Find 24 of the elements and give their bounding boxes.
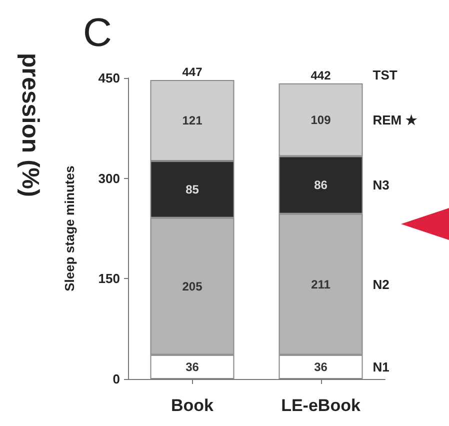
data-label: 109	[310, 112, 332, 127]
series-label: N3	[372, 178, 390, 193]
data-label: 36	[186, 360, 200, 374]
y-tick-label: 0	[112, 372, 120, 386]
x-tick-label: LE-eBook	[281, 396, 361, 415]
data-label: 121	[182, 113, 203, 128]
annotation: TST	[372, 67, 398, 82]
y-tick-label: 450	[98, 70, 120, 86]
series-label: N2	[372, 276, 390, 292]
data-label: 205	[182, 279, 203, 294]
data-label: 36	[314, 360, 328, 374]
x-tick-label: Book	[171, 396, 214, 415]
data-label: 211	[311, 277, 331, 292]
series-label: REM ★	[372, 112, 418, 128]
text: pression (%)	[16, 52, 44, 198]
data-label: 86	[314, 178, 328, 192]
total-label: 447	[182, 65, 203, 80]
y-axis-title: Sleep stage minutes	[62, 166, 77, 292]
y-tick-label: 150	[98, 271, 120, 286]
y-tick-label: 300	[98, 170, 120, 186]
total-label: 442	[310, 68, 332, 82]
chart-title: C	[83, 11, 112, 55]
data-label: 85	[186, 182, 200, 196]
series-label: N1	[372, 359, 390, 374]
